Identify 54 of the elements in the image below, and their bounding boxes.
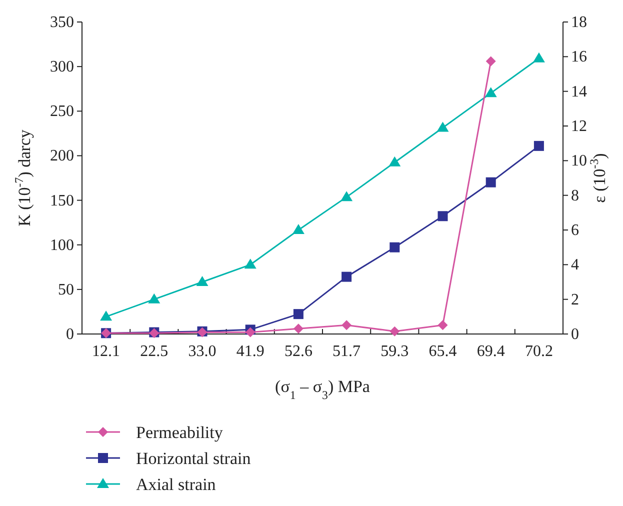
y2-tick-label: 18 [571, 14, 587, 31]
x-tick-label: 12.1 [92, 343, 120, 360]
point [245, 327, 256, 338]
x-tick-label: 70.2 [524, 343, 553, 360]
point [340, 191, 353, 202]
point [486, 56, 496, 66]
x-tick-label: 59.3 [380, 343, 409, 360]
x-axis-title: (σ$_{1}$ – σ$_{3}$) MPa [275, 377, 370, 402]
point [436, 122, 449, 132]
y-tick-label: 0 [66, 326, 74, 343]
point [148, 293, 160, 304]
point [388, 156, 401, 166]
x-tick-label: 41.9 [236, 343, 264, 360]
point [390, 242, 400, 252]
y2-tick-label: 12 [571, 118, 587, 135]
y-tick-label: 300 [50, 58, 74, 76]
x-tick-label: 69.4 [476, 343, 505, 360]
x-tick-label: 22.5 [140, 343, 168, 360]
x-tick-label: 51.7 [332, 343, 361, 360]
y-tick-label: 50 [58, 281, 74, 298]
point [244, 258, 256, 269]
y2-tick-label: 16 [571, 48, 587, 66]
y2-tick-label: 8 [571, 187, 579, 204]
point [484, 87, 497, 98]
legend-label: Permeability [136, 423, 224, 442]
point [532, 52, 545, 62]
y2-tick-label: 10 [571, 152, 587, 170]
x-tick-label: 52.6 [284, 343, 312, 360]
point [438, 320, 448, 330]
y2-tick-label: 2 [571, 291, 579, 308]
point [438, 211, 448, 222]
y2-tick-label: 14 [571, 83, 587, 100]
point [486, 177, 496, 188]
point [342, 320, 352, 330]
x-tick-label: 33.0 [188, 343, 216, 360]
y-tick-label: 150 [50, 192, 74, 210]
point [293, 324, 304, 334]
point [534, 140, 544, 151]
point [292, 224, 304, 234]
point [196, 276, 208, 286]
y-tick-label: 250 [50, 103, 74, 120]
legend-label: Horizontal strain [136, 449, 252, 468]
y2-tick-label: 4 [571, 256, 579, 274]
x-tick-label: 65.4 [428, 343, 457, 360]
y2-tick-label: 0 [571, 326, 579, 343]
y-tick-label: 200 [50, 148, 74, 165]
point [342, 272, 352, 282]
y2-tick-label: 6 [571, 222, 579, 239]
point [100, 310, 112, 321]
point [293, 309, 304, 320]
legend-label: Axial strain [136, 475, 216, 494]
point [390, 326, 400, 336]
y-tick-label: 100 [50, 236, 74, 254]
y-tick-label: 350 [50, 14, 74, 31]
